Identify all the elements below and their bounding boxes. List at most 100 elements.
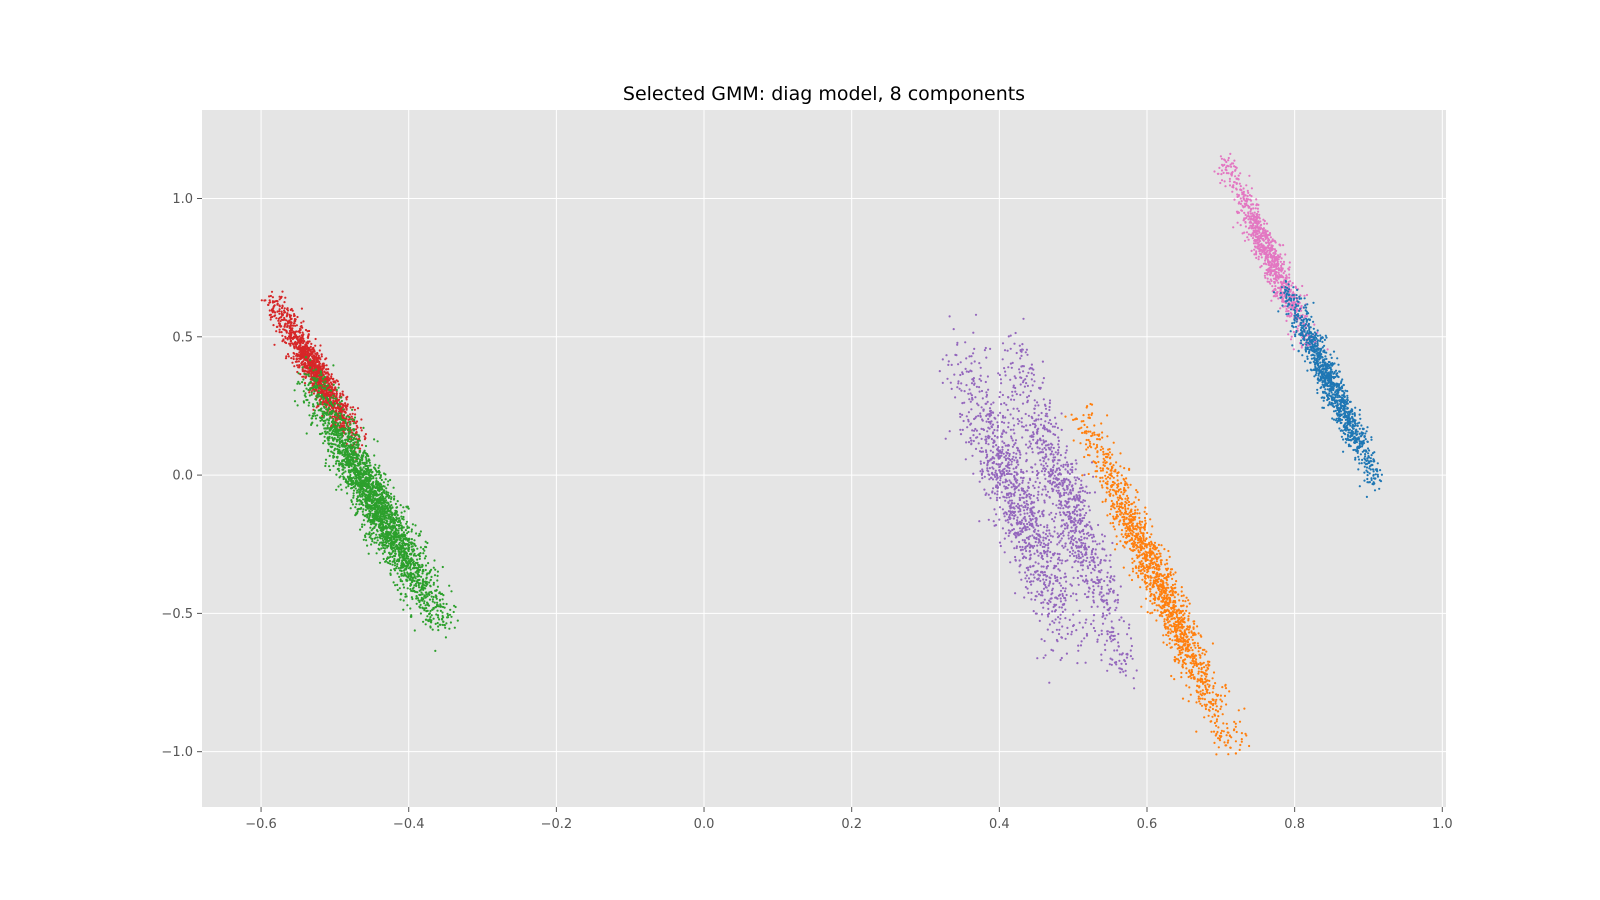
scatter-point <box>1064 637 1067 640</box>
scatter-point <box>382 501 385 504</box>
scatter-point <box>989 449 992 452</box>
scatter-point <box>380 478 383 482</box>
scatter-point <box>1044 586 1047 589</box>
scatter-point <box>938 370 941 373</box>
scatter-point <box>370 543 373 546</box>
scatter-point <box>993 428 996 432</box>
scatter-point <box>293 365 296 368</box>
scatter-point <box>328 379 331 382</box>
scatter-point <box>326 376 330 379</box>
scatter-point <box>334 447 337 450</box>
scatter-point <box>406 532 409 535</box>
scatter-point <box>349 430 352 433</box>
scatter-point <box>281 314 284 317</box>
scatter-point <box>1003 515 1006 518</box>
scatter-point <box>303 384 307 387</box>
scatter-point <box>1034 561 1037 564</box>
scatter-point <box>352 432 355 435</box>
scatter-point <box>433 559 436 562</box>
scatter-point <box>402 518 405 521</box>
scatter-point <box>335 397 338 400</box>
scatter-point <box>1041 545 1044 549</box>
scatter-point <box>385 499 388 502</box>
scatter-point <box>1037 554 1040 557</box>
scatter-point <box>305 387 308 390</box>
scatter-point <box>1070 630 1073 633</box>
scatter-point <box>1015 452 1018 455</box>
scatter-point <box>362 426 365 429</box>
scatter-point <box>395 506 398 509</box>
scatter-point <box>410 530 413 533</box>
scatter-point <box>358 449 361 453</box>
scatter-point <box>305 370 309 373</box>
scatter-point <box>296 404 299 407</box>
scatter-point <box>349 440 352 443</box>
scatter-point <box>406 572 409 575</box>
scatter-point <box>269 318 272 321</box>
scatter-point <box>354 413 357 416</box>
scatter-point <box>367 491 370 494</box>
scatter-point <box>1019 476 1023 479</box>
scatter-point <box>1025 549 1028 553</box>
scatter-point <box>436 609 439 612</box>
scatter-point <box>330 377 333 380</box>
scatter-point <box>339 407 342 410</box>
scatter-point <box>325 371 328 374</box>
scatter-point <box>283 318 286 321</box>
scatter-point <box>391 555 394 559</box>
scatter-point <box>402 531 405 534</box>
scatter-point <box>293 318 296 321</box>
scatter-point <box>362 454 365 457</box>
scatter-point <box>310 371 313 374</box>
scatter-point <box>322 442 325 445</box>
scatter-point <box>396 565 399 568</box>
scatter-point <box>324 458 328 461</box>
scatter-point <box>1015 473 1019 476</box>
scatter-point <box>419 612 422 615</box>
scatter-point <box>396 583 399 587</box>
scatter-point <box>426 615 429 618</box>
scatter-point <box>1002 429 1005 432</box>
scatter-point <box>402 537 405 540</box>
scatter-point <box>402 506 405 509</box>
scatter-point <box>322 381 325 384</box>
scatter-point <box>336 455 339 458</box>
scatter-point <box>438 599 441 602</box>
scatter-point <box>361 510 364 513</box>
scatter-point <box>302 340 305 343</box>
scatter-point <box>1070 633 1073 636</box>
scatter-point <box>342 468 345 471</box>
scatter-point <box>341 434 344 437</box>
scatter-point <box>358 473 361 476</box>
scatter-point <box>441 618 444 621</box>
scatter-point <box>1047 584 1050 587</box>
scatter-point <box>268 301 271 304</box>
scatter-point <box>1010 495 1013 498</box>
scatter-point <box>336 434 339 437</box>
scatter-point <box>980 427 983 430</box>
scatter-point <box>970 355 973 358</box>
scatter-point <box>302 401 306 404</box>
scatter-point <box>1019 545 1022 549</box>
scatter-point <box>341 462 344 465</box>
scatter-point <box>324 394 328 397</box>
scatter-point <box>316 386 319 389</box>
scatter-point <box>348 460 351 463</box>
scatter-point <box>428 618 431 621</box>
scatter-point <box>376 506 379 509</box>
scatter-point <box>983 475 986 478</box>
scatter-point <box>278 312 281 315</box>
scatter-point <box>1028 515 1031 518</box>
scatter-point <box>285 355 288 358</box>
scatter-point <box>429 609 432 613</box>
scatter-point <box>343 413 346 416</box>
scatter-point <box>286 353 290 356</box>
scatter-point <box>388 523 391 526</box>
scatter-point <box>281 290 284 293</box>
scatter-point <box>286 312 289 315</box>
scatter-point <box>310 417 313 420</box>
scatter-point <box>436 614 440 617</box>
scatter-point <box>432 581 435 585</box>
scatter-point <box>1020 487 1023 490</box>
scatter-point <box>389 573 392 577</box>
